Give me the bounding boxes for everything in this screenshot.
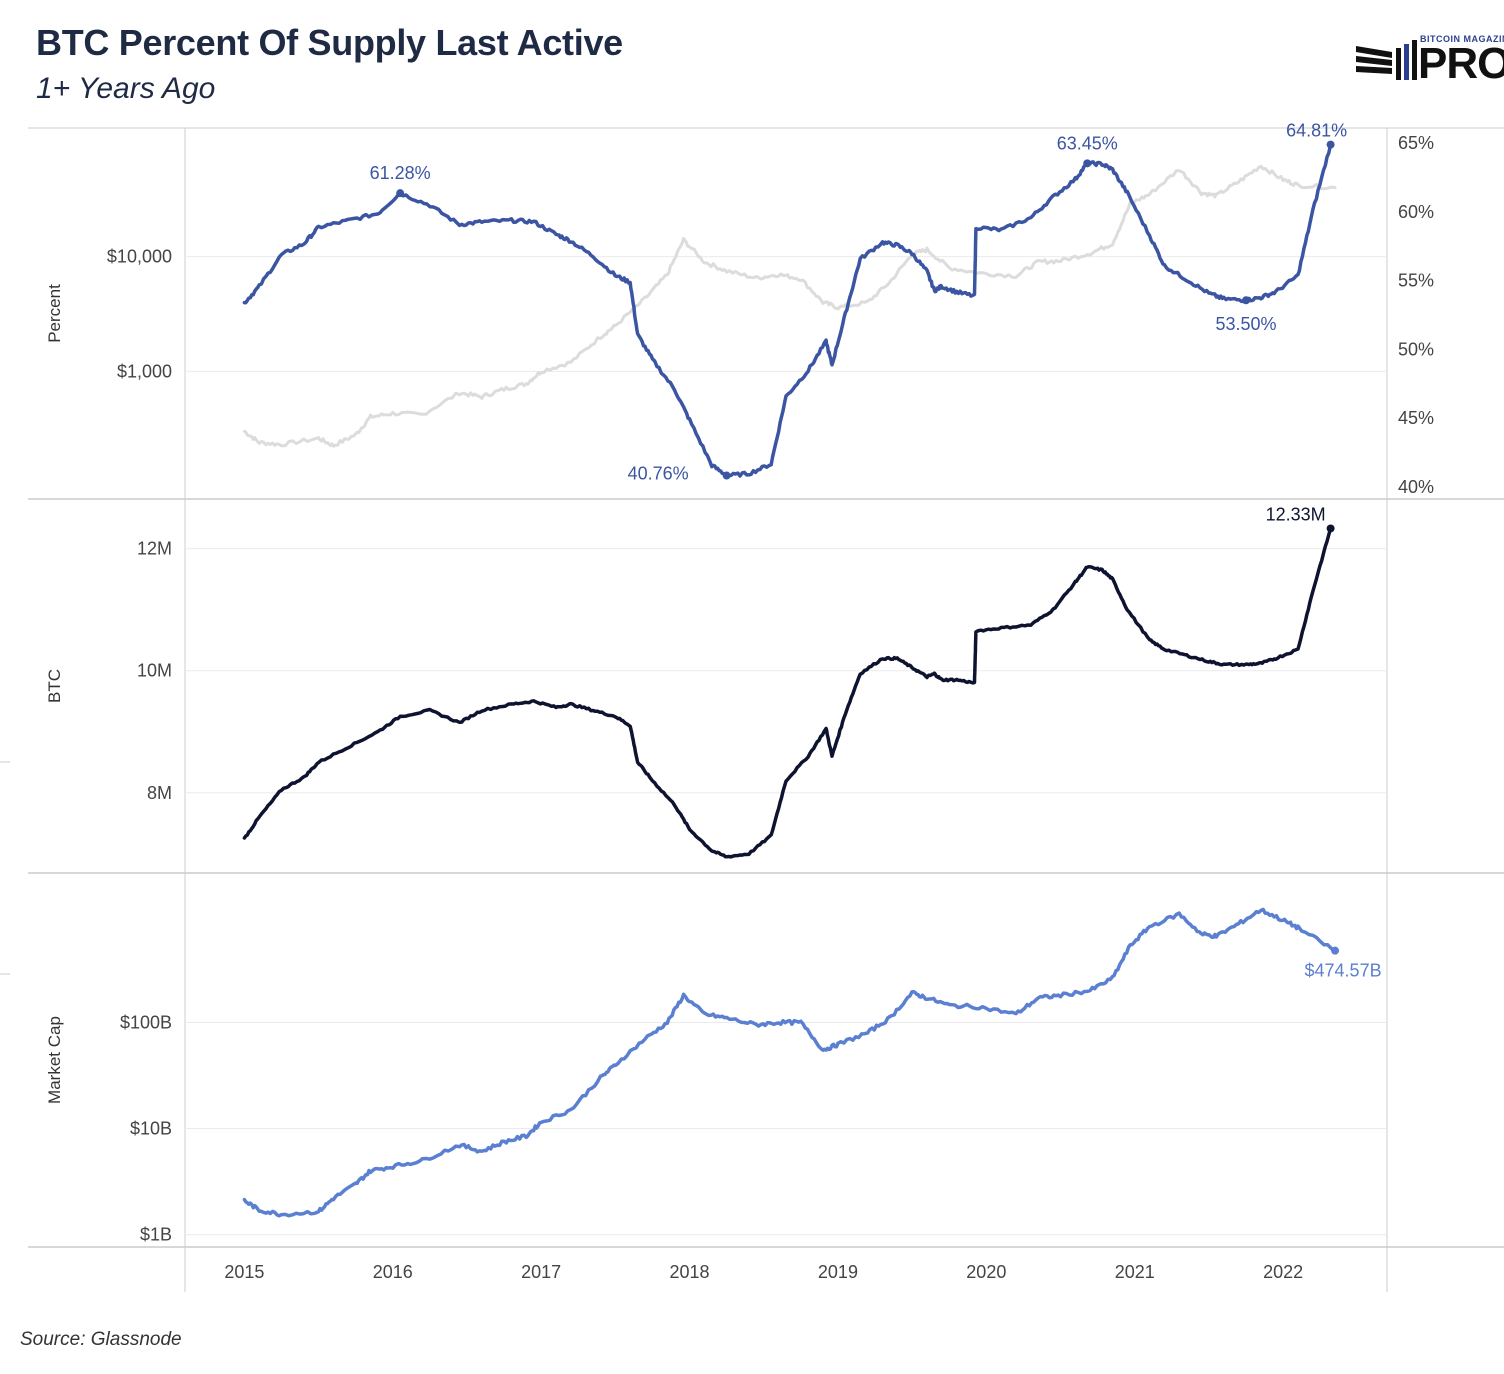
data-label: 12.33M — [1266, 504, 1326, 524]
y-axis-title-3: Market Cap — [45, 1016, 64, 1104]
source-note: Source: Glassnode — [20, 1329, 182, 1350]
x-tick-label-2016: 2016 — [373, 1262, 413, 1282]
data-label: 63.45% — [1057, 133, 1118, 153]
y-tick-label: $10B — [130, 1119, 172, 1139]
annotation-marker — [722, 471, 731, 480]
data-label: $474.57B — [1305, 961, 1382, 981]
logo-stripes-icon — [1356, 40, 1417, 80]
x-tick-label-2017: 2017 — [521, 1262, 561, 1282]
data-label: 61.28% — [370, 163, 431, 183]
y-tick-label: 10M — [137, 661, 172, 681]
data-label: 64.81% — [1286, 121, 1347, 141]
x-tick-label-2022: 2022 — [1263, 1262, 1303, 1282]
annotation-marker — [396, 189, 405, 198]
x-tick-label-2018: 2018 — [670, 1262, 710, 1282]
annotation-marker — [1331, 946, 1340, 955]
annotation-marker — [1083, 159, 1092, 168]
chart-subtitle: 1+ Years Ago — [36, 72, 216, 105]
annotation-marker — [1242, 296, 1251, 305]
logo-top-text: BITCOIN MAGAZINE — [1420, 34, 1504, 44]
x-tick-label-2020: 2020 — [966, 1262, 1006, 1282]
logo-main-text: PRO — [1418, 39, 1504, 88]
y2-tick-label: 55% — [1398, 271, 1434, 291]
annotation-marker — [1326, 524, 1335, 533]
y-tick-label: $100B — [120, 1012, 172, 1032]
y2-tick-label: 45% — [1398, 408, 1434, 428]
y2-tick-label: 40% — [1398, 477, 1434, 497]
y-tick-label: $1,000 — [117, 361, 172, 381]
y2-tick-label: 60% — [1398, 202, 1434, 222]
x-tick-label-2019: 2019 — [818, 1262, 858, 1282]
series-line-market-cap-usd-b- — [242, 907, 1337, 1218]
y2-tick-label: 65% — [1398, 133, 1434, 153]
y2-tick-label: 50% — [1398, 339, 1434, 359]
series-line-percent-of-supply-last-active-1-years-ago — [242, 142, 1333, 478]
y-tick-label: 12M — [137, 539, 172, 559]
series-line-supply-last-active-1-years-ago-btc- — [242, 526, 1333, 859]
y-axis-title-2: BTC — [45, 669, 64, 703]
y-axis-title-1: Percent — [45, 284, 64, 343]
annotation-marker — [1326, 140, 1335, 149]
data-label: 53.50% — [1215, 314, 1276, 334]
chart-title: BTC Percent Of Supply Last Active — [36, 22, 623, 63]
y-tick-label: $10,000 — [107, 247, 172, 267]
x-tick-label-2021: 2021 — [1115, 1262, 1155, 1282]
x-tick-label-2015: 2015 — [224, 1262, 264, 1282]
y-tick-label: $1B — [140, 1225, 172, 1245]
series-line-btc-price-usd- — [242, 164, 1337, 448]
brand-logo: BITCOIN MAGAZINE PRO — [1356, 30, 1504, 90]
data-label: 40.76% — [628, 464, 689, 484]
y-tick-label: 8M — [147, 783, 172, 803]
